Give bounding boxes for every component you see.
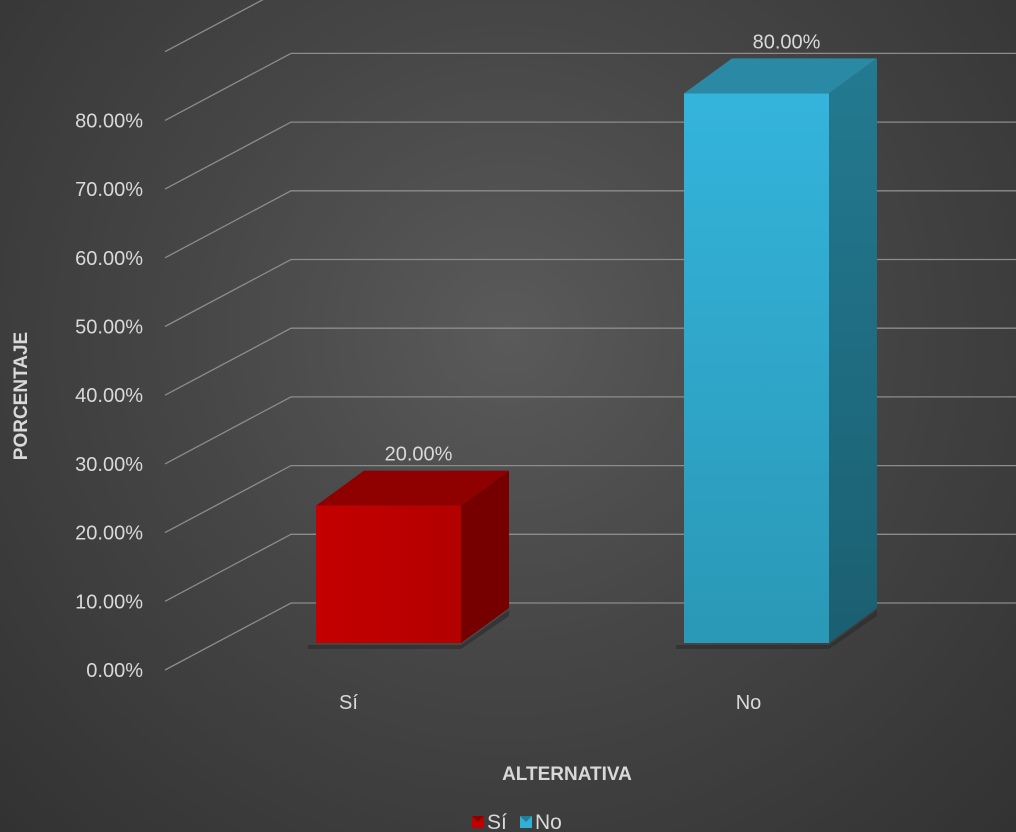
legend-swatch-shade bbox=[472, 816, 484, 822]
legend-label: Sí bbox=[487, 811, 507, 832]
x-tick-label: Sí bbox=[339, 692, 358, 714]
legend-item-1: Sí bbox=[472, 811, 507, 832]
data-label: 80.00% bbox=[753, 31, 821, 53]
legend-label: No bbox=[535, 811, 562, 832]
y-tick-label: 20.00% bbox=[75, 523, 143, 545]
y-tick-label: 60.00% bbox=[75, 248, 143, 270]
gridline bbox=[164, 327, 1016, 396]
bar-side bbox=[829, 58, 877, 643]
gridline bbox=[164, 258, 1016, 328]
data-labels: 20.00% 80.00% bbox=[385, 31, 821, 465]
bar-front bbox=[684, 93, 829, 643]
y-axis-ticks: 0.00% 10.00% 20.00% 30.00% 40.00% 50.00% 60.00… bbox=[75, 110, 143, 682]
y-tick-label: 70.00% bbox=[75, 179, 143, 201]
gridline bbox=[164, 121, 1016, 190]
bar-2 bbox=[676, 58, 877, 649]
x-axis-categories: Sí No bbox=[339, 692, 761, 714]
bar-side bbox=[461, 470, 509, 643]
bar-top bbox=[684, 58, 877, 94]
gridline bbox=[164, 0, 264, 53]
x-axis-title: ALTERNATIVA bbox=[502, 764, 632, 785]
bar-top bbox=[316, 470, 509, 506]
gridline bbox=[164, 464, 1016, 534]
legend-item-2: No bbox=[520, 811, 562, 832]
gridline bbox=[164, 533, 1016, 602]
gridlines bbox=[164, 0, 1016, 671]
y-tick-label: 0.00% bbox=[86, 660, 143, 682]
y-tick-label: 30.00% bbox=[75, 454, 143, 476]
y-tick-label: 50.00% bbox=[75, 317, 143, 339]
x-tick-label: No bbox=[736, 692, 762, 714]
y-tick-label: 80.00% bbox=[75, 110, 143, 132]
gridline bbox=[164, 52, 1016, 121]
gridline bbox=[164, 396, 1016, 465]
bar-shadow bbox=[676, 610, 877, 649]
y-axis-title: PORCENTAJE bbox=[11, 332, 32, 460]
bar-shadow bbox=[308, 610, 509, 649]
legend: Sí No bbox=[472, 811, 562, 832]
gridline bbox=[164, 190, 1016, 259]
legend-swatch-shade bbox=[520, 816, 532, 822]
y-tick-label: 10.00% bbox=[75, 591, 143, 613]
bar-front bbox=[316, 505, 461, 643]
bars bbox=[308, 58, 877, 649]
data-label: 20.00% bbox=[385, 444, 453, 466]
bar-1 bbox=[308, 470, 509, 649]
gridline bbox=[164, 602, 1016, 671]
y-tick-label: 40.00% bbox=[75, 385, 143, 407]
